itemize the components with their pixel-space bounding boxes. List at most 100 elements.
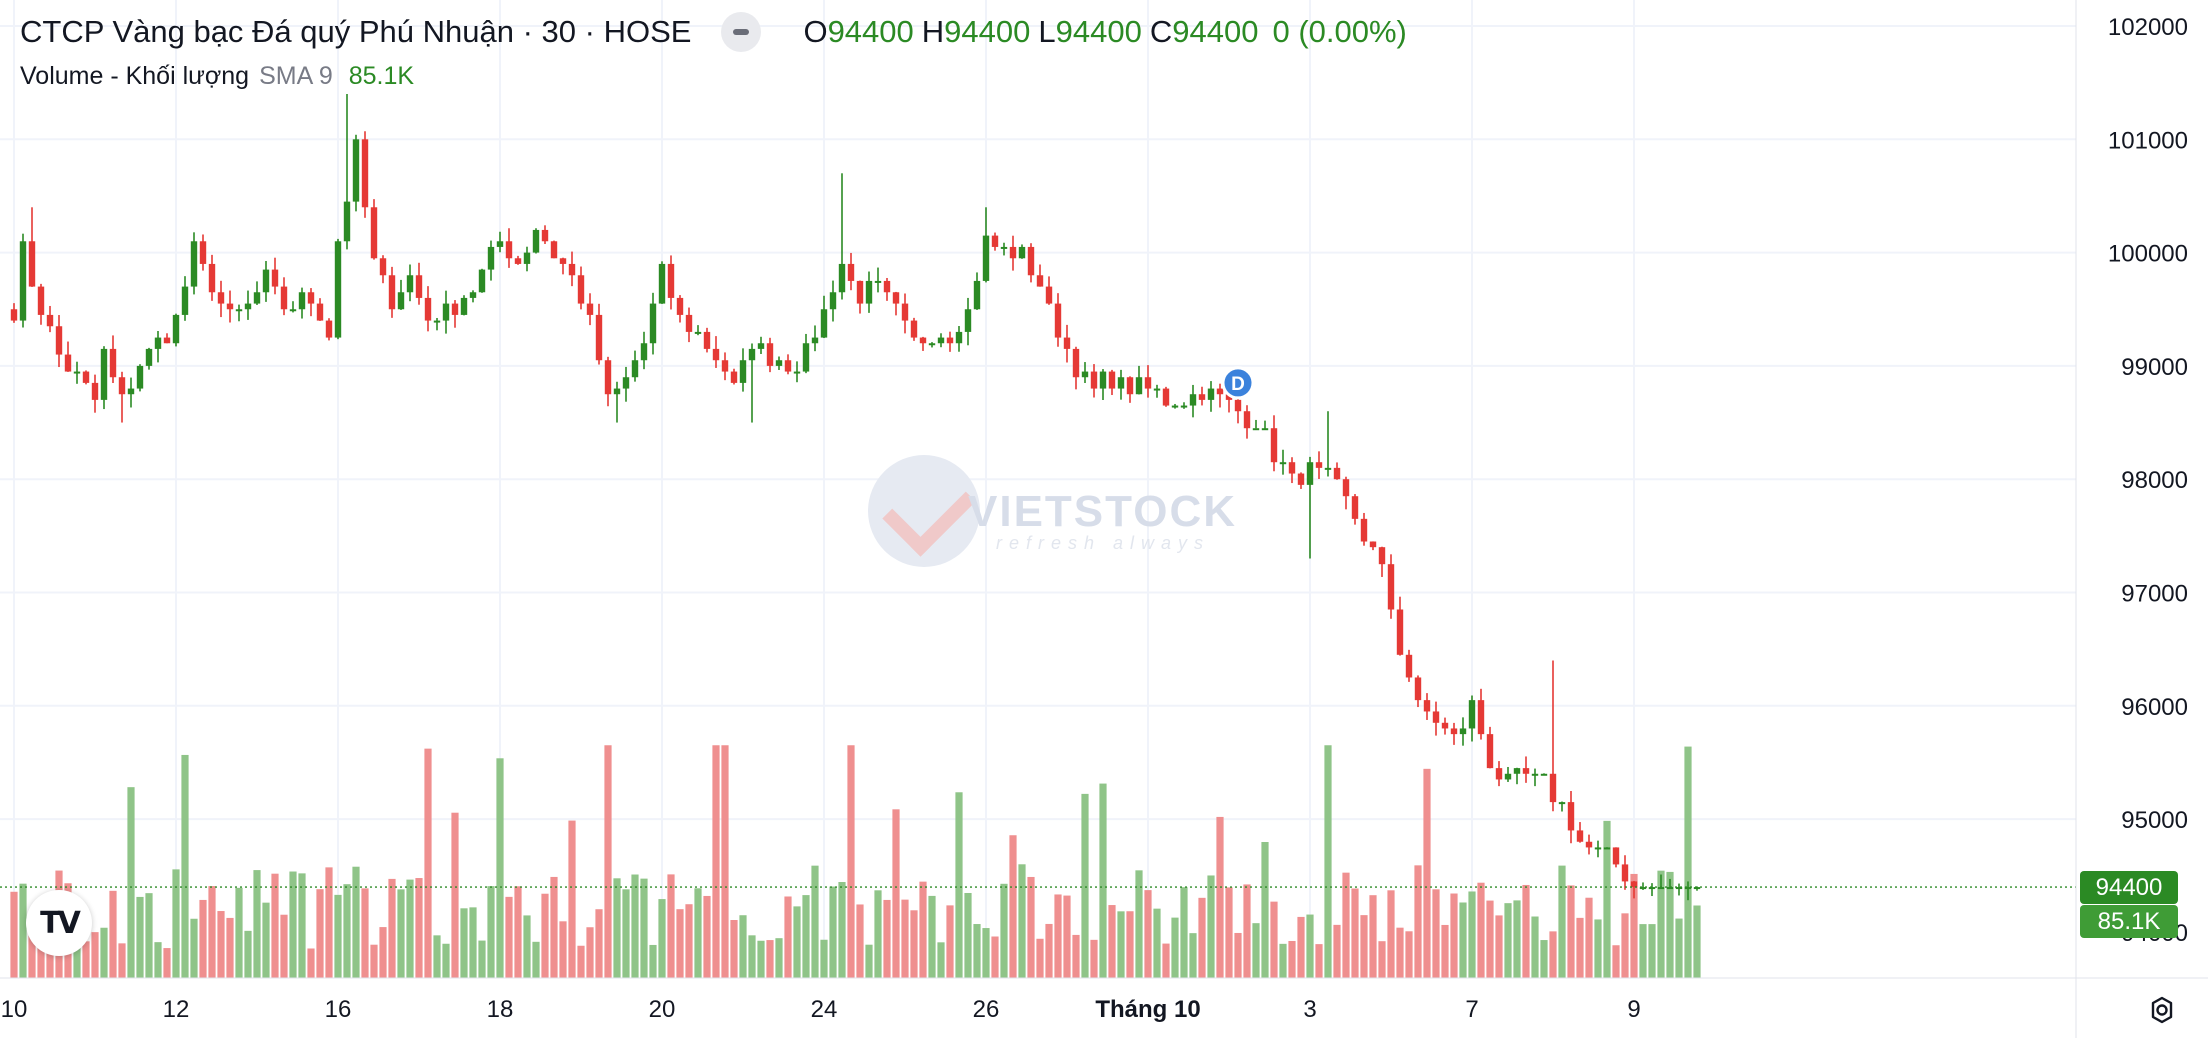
candle-body <box>1171 405 1179 408</box>
candle-body <box>1675 887 1683 890</box>
candle-body <box>991 235 999 247</box>
candle-body <box>550 241 558 259</box>
volume-bar <box>892 809 900 978</box>
candle-body <box>235 309 243 312</box>
volume-bar <box>973 924 981 978</box>
volume-bar <box>541 893 549 978</box>
candle-body <box>568 263 576 276</box>
volume-bar <box>469 907 477 978</box>
candle-body <box>1225 394 1233 400</box>
volume-bar <box>1396 927 1404 978</box>
candle-body <box>469 292 477 298</box>
candle-body <box>370 207 378 259</box>
volume-bar <box>838 882 846 978</box>
volume-bar <box>793 906 801 978</box>
candle-body <box>1189 394 1197 406</box>
volume-bar <box>829 886 837 978</box>
candle-body <box>1279 462 1287 465</box>
candle-body <box>1684 887 1692 890</box>
volume-bar <box>1558 865 1566 978</box>
candle-body <box>604 360 612 395</box>
volume-bar <box>775 938 783 978</box>
candle-body <box>199 241 207 264</box>
volume-bar <box>226 917 234 978</box>
candle-body <box>514 258 522 264</box>
candle-body <box>802 343 810 372</box>
volume-bar <box>289 871 297 978</box>
price-tick-label: 98000 <box>2121 467 2188 494</box>
volume-bar <box>1630 873 1638 978</box>
candle-body <box>784 360 792 372</box>
candle-body <box>676 297 684 315</box>
candle-body <box>658 263 666 304</box>
volume-bar <box>271 873 279 978</box>
volume-bar <box>1612 945 1620 978</box>
candle-body <box>910 320 918 338</box>
volume-bar <box>1621 913 1629 978</box>
volume-bar <box>451 812 459 978</box>
candle-body <box>532 229 540 253</box>
volume-bar <box>901 899 909 978</box>
candle-body <box>46 314 54 327</box>
volume-bar <box>1189 933 1197 978</box>
settings-gear-icon[interactable] <box>2144 992 2180 1028</box>
volume-title[interactable]: Volume - Khối lượng <box>20 62 250 90</box>
volume-bar <box>316 889 324 978</box>
candle-body <box>109 348 117 378</box>
candle-body <box>442 303 450 321</box>
volume-bar <box>172 869 180 978</box>
collapse-legend-button[interactable] <box>721 12 762 52</box>
candle-body <box>766 343 774 366</box>
candle-body <box>1045 286 1053 304</box>
volume-bar <box>1297 916 1305 978</box>
volume-bar <box>514 886 522 978</box>
volume-bar <box>1306 914 1314 978</box>
candle-body <box>100 348 108 400</box>
candle-body <box>793 371 801 374</box>
volume-bar <box>1198 897 1206 978</box>
candle-body <box>937 337 945 344</box>
volume-bar <box>1324 745 1332 978</box>
volume-bar <box>154 942 162 978</box>
candle-body <box>1333 467 1341 480</box>
candle-body <box>631 360 639 378</box>
volume-bar <box>1432 889 1440 978</box>
symbol-title[interactable]: CTCP Vàng bạc Đá quý Phú Nhuận · 30 · HO… <box>20 14 692 49</box>
volume-bar <box>568 820 576 978</box>
volume-bar <box>325 867 333 978</box>
candle-body <box>811 337 819 344</box>
candle-body <box>388 275 396 310</box>
tradingview-logo-icon[interactable]: TV <box>26 890 92 956</box>
volume-bar <box>127 787 135 978</box>
candle-body <box>1117 377 1125 389</box>
candle-body <box>397 292 405 310</box>
volume-bar <box>1576 917 1584 978</box>
candle-body <box>1018 246 1026 259</box>
volume-bar <box>424 748 432 978</box>
candle-body <box>856 280 864 304</box>
time-tick-label: 24 <box>811 996 838 1023</box>
price-tick-label: 99000 <box>2121 354 2188 381</box>
price-tick-label: 102000 <box>2108 14 2188 41</box>
volume-bars <box>10 745 1701 978</box>
candle-body <box>1630 881 1638 888</box>
candle-body <box>379 258 387 276</box>
candle-body <box>1666 887 1674 890</box>
volume-bar <box>865 944 873 978</box>
candle-body <box>163 337 171 344</box>
volume-bar <box>1513 900 1521 978</box>
candle-body <box>361 139 369 208</box>
time-axis: 10 12 16 18 20 24 26 Tháng 10 3 7 9 <box>1 996 1641 1023</box>
candle-body <box>1243 411 1251 429</box>
dividend-event-marker[interactable]: D <box>1221 366 1255 400</box>
volume-bar <box>946 905 954 978</box>
candle-body <box>244 303 252 310</box>
volume-bar <box>1405 931 1413 978</box>
candle-body <box>1063 337 1071 349</box>
candle-body <box>262 269 270 293</box>
candle-body <box>253 292 261 304</box>
volume-bar <box>1657 870 1665 978</box>
